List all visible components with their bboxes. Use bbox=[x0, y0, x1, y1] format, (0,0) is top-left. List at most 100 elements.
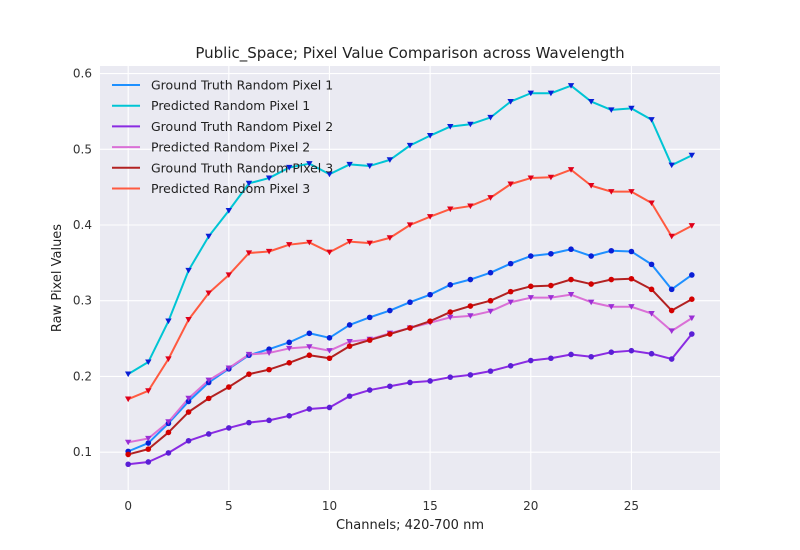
data-point bbox=[668, 356, 675, 362]
data-point bbox=[487, 195, 494, 201]
data-point bbox=[366, 387, 373, 393]
data-point bbox=[628, 105, 635, 112]
y-axis-label: Raw Pixel Values bbox=[50, 224, 65, 332]
data-point bbox=[185, 398, 192, 405]
plot-area bbox=[100, 66, 720, 490]
data-point bbox=[124, 439, 132, 446]
data-point bbox=[145, 440, 152, 446]
data-point bbox=[387, 307, 393, 314]
data-point bbox=[306, 352, 313, 359]
data-point bbox=[387, 331, 393, 337]
data-point bbox=[205, 395, 212, 402]
data-point bbox=[567, 167, 575, 173]
data-point bbox=[668, 328, 675, 334]
data-point bbox=[326, 249, 333, 256]
data-point bbox=[547, 295, 555, 301]
data-point bbox=[628, 304, 635, 310]
data-point bbox=[447, 309, 454, 315]
data-point bbox=[588, 353, 594, 360]
data-point bbox=[226, 425, 232, 431]
data-point bbox=[567, 83, 575, 89]
data-point bbox=[306, 330, 313, 337]
data-point bbox=[668, 307, 675, 314]
data-point bbox=[245, 180, 253, 187]
data-point bbox=[628, 275, 635, 282]
data-point bbox=[467, 303, 474, 309]
data-point bbox=[467, 372, 474, 378]
data-point bbox=[124, 371, 132, 378]
data-point bbox=[588, 253, 594, 259]
legend-label: Ground Truth Random Pixel 3 bbox=[151, 160, 333, 175]
data-point bbox=[346, 343, 353, 349]
data-point bbox=[125, 461, 131, 468]
data-point bbox=[246, 371, 252, 377]
data-point bbox=[286, 164, 293, 171]
data-point bbox=[286, 339, 293, 346]
data-point bbox=[507, 181, 514, 188]
data-point bbox=[648, 310, 655, 317]
data-point bbox=[366, 163, 373, 169]
data-point bbox=[125, 451, 131, 458]
data-point bbox=[487, 297, 494, 304]
data-point bbox=[346, 339, 353, 345]
data-point bbox=[548, 355, 554, 362]
data-point bbox=[366, 240, 373, 247]
data-point bbox=[286, 413, 293, 419]
data-point bbox=[306, 344, 313, 350]
data-point bbox=[145, 446, 152, 452]
data-point bbox=[608, 247, 615, 254]
x-tick-label: 15 bbox=[422, 499, 437, 513]
data-point bbox=[366, 314, 373, 321]
data-point bbox=[648, 200, 655, 207]
data-point bbox=[185, 409, 192, 415]
data-point bbox=[507, 299, 514, 306]
data-point bbox=[407, 379, 413, 386]
data-point bbox=[527, 283, 534, 290]
data-point bbox=[185, 437, 192, 444]
data-point bbox=[185, 267, 192, 274]
y-tick-label: 0.3 bbox=[73, 294, 92, 308]
data-point bbox=[487, 308, 494, 315]
data-point bbox=[306, 239, 313, 246]
data-point bbox=[427, 291, 433, 298]
data-point bbox=[507, 288, 514, 295]
data-point bbox=[487, 114, 494, 121]
data-point bbox=[527, 175, 534, 182]
data-point bbox=[648, 261, 655, 268]
data-point bbox=[226, 384, 232, 390]
data-point bbox=[326, 404, 333, 411]
data-point bbox=[386, 235, 394, 241]
data-point bbox=[286, 345, 293, 352]
data-point bbox=[245, 250, 253, 257]
data-point bbox=[628, 248, 635, 255]
data-point bbox=[265, 350, 273, 356]
data-point bbox=[205, 290, 212, 297]
data-point bbox=[407, 299, 413, 306]
data-point bbox=[507, 260, 514, 267]
data-point bbox=[346, 393, 353, 399]
data-point bbox=[265, 175, 273, 182]
data-point bbox=[567, 292, 575, 298]
data-point bbox=[427, 378, 433, 384]
data-point bbox=[225, 208, 233, 214]
data-point bbox=[185, 317, 192, 323]
data-point bbox=[608, 276, 615, 283]
data-point bbox=[246, 419, 252, 426]
data-point bbox=[346, 239, 353, 245]
data-point bbox=[587, 98, 595, 105]
legend-label: Ground Truth Random Pixel 1 bbox=[151, 78, 333, 93]
data-point bbox=[165, 429, 172, 436]
data-point bbox=[326, 348, 333, 354]
x-tick-label: 5 bbox=[225, 499, 233, 513]
data-point bbox=[266, 366, 272, 373]
data-point bbox=[124, 396, 132, 403]
data-point bbox=[346, 322, 353, 328]
data-point bbox=[487, 368, 494, 374]
data-point bbox=[587, 299, 595, 306]
data-point bbox=[608, 189, 615, 195]
data-point bbox=[165, 356, 172, 363]
data-point bbox=[688, 223, 696, 229]
data-point bbox=[648, 286, 655, 293]
